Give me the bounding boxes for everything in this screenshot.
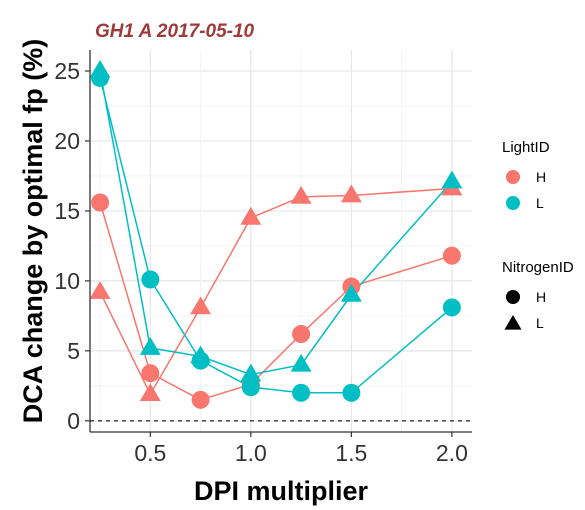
legend-key-lightid-l bbox=[506, 196, 520, 210]
series-group bbox=[89, 59, 463, 409]
series-line-light-H-nitrogen-L bbox=[99, 187, 452, 396]
point-light-L-nitrogen-H-4 bbox=[292, 383, 311, 402]
series-line-light-L-nitrogen-L bbox=[99, 70, 453, 376]
y-axis-title: DCA change by optimal fp (%) bbox=[18, 39, 48, 424]
legend-key-lightid-h bbox=[506, 170, 520, 184]
point-light-H-nitrogen-L-5 bbox=[340, 184, 362, 203]
legend-label-nitrogenid-h: H bbox=[536, 289, 546, 305]
y-tick-label-5: 25 bbox=[54, 58, 80, 84]
legend-title-lightid: LightID bbox=[502, 139, 550, 156]
y-tick-label-2: 10 bbox=[54, 268, 80, 294]
x-tick-label-0: 0.5 bbox=[134, 440, 166, 466]
point-light-H-nitrogen-H-2 bbox=[191, 390, 210, 409]
legend-title-nitrogenid: NitrogenID bbox=[502, 259, 574, 276]
axes: 0 5 10 15 20 25 0.5 1.0 1.5 2.0 bbox=[54, 50, 472, 466]
point-light-L-nitrogen-H-1 bbox=[141, 270, 160, 289]
point-light-H-nitrogen-L-2 bbox=[190, 296, 212, 315]
y-tick-label-0: 0 bbox=[67, 408, 80, 434]
point-light-L-nitrogen-L-1 bbox=[139, 337, 161, 355]
point-light-H-nitrogen-H-1 bbox=[141, 364, 160, 383]
x-axis-title: DPI multiplier bbox=[194, 476, 369, 506]
legend-key-nitrogenid-l bbox=[504, 315, 522, 330]
y-tick-label-1: 5 bbox=[67, 338, 80, 364]
legend-label-lightid-l: L bbox=[536, 195, 544, 211]
legend-label-lightid-h: H bbox=[536, 169, 546, 185]
legend-label-nitrogenid-l: L bbox=[536, 315, 544, 331]
x-tick-label-1: 1.0 bbox=[235, 440, 267, 466]
y-tick-label-4: 20 bbox=[54, 128, 80, 154]
y-tick-label-3: 15 bbox=[54, 198, 80, 224]
point-light-L-nitrogen-L-6 bbox=[441, 170, 463, 189]
chart-title: GH1 A 2017-05-10 bbox=[95, 21, 255, 42]
point-light-H-nitrogen-H-6 bbox=[442, 246, 461, 265]
point-light-H-nitrogen-L-4 bbox=[290, 185, 312, 204]
point-light-H-nitrogen-L-3 bbox=[240, 206, 262, 225]
point-light-L-nitrogen-L-4 bbox=[290, 353, 312, 372]
point-light-H-nitrogen-L-1 bbox=[139, 383, 161, 402]
point-light-L-nitrogen-L-0 bbox=[89, 59, 111, 78]
point-light-H-nitrogen-H-0 bbox=[91, 193, 110, 212]
point-light-L-nitrogen-H-3 bbox=[241, 378, 260, 397]
point-light-L-nitrogen-L-5 bbox=[340, 283, 362, 302]
x-tick-label-3: 2.0 bbox=[436, 440, 468, 466]
point-light-H-nitrogen-H-4 bbox=[292, 325, 311, 344]
point-light-L-nitrogen-H-6 bbox=[442, 298, 461, 317]
point-light-L-nitrogen-L-3 bbox=[240, 363, 262, 382]
x-tick-label-2: 1.5 bbox=[335, 440, 367, 466]
point-light-L-nitrogen-H-5 bbox=[342, 383, 361, 402]
point-light-H-nitrogen-L-0 bbox=[89, 281, 111, 299]
legend-key-nitrogenid-h bbox=[506, 290, 520, 304]
point-light-L-nitrogen-L-2 bbox=[190, 345, 212, 364]
